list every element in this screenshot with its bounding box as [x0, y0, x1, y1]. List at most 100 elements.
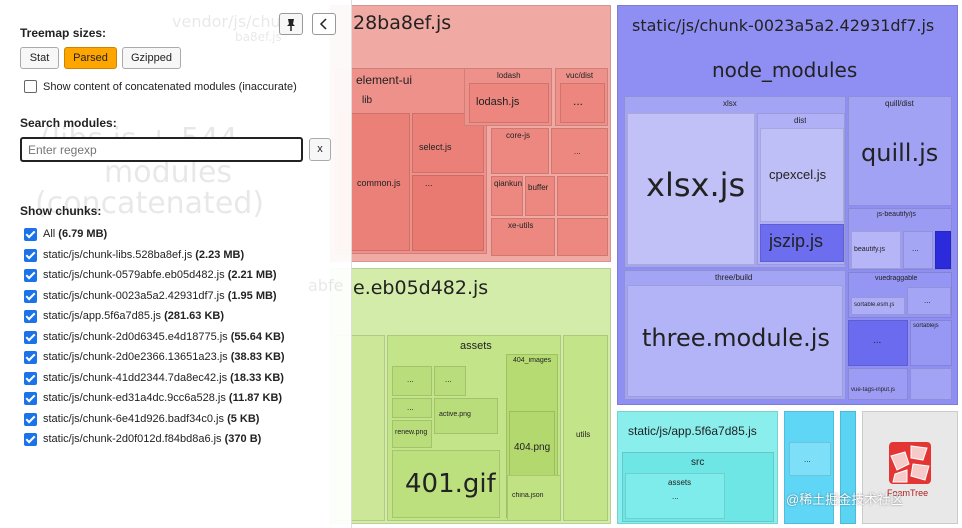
foamtree-logo-icon — [889, 442, 931, 484]
vuedraggable-cell[interactable]: vuedraggable sortable.esm.js ... — [848, 272, 952, 318]
concat-modules-checkbox[interactable] — [24, 80, 37, 93]
chunk-checkbox[interactable] — [24, 289, 37, 303]
vuc-dist-file-cell[interactable]: ... — [560, 83, 605, 123]
libs-small-cell[interactable]: ... — [551, 128, 608, 174]
xlsx-cell[interactable]: xlsx xlsx.js dist cpexcel.js jszip.js — [624, 96, 846, 268]
qiankun-cell[interactable]: qiankun — [491, 176, 523, 216]
sortable-b-cell[interactable]: ... — [907, 287, 951, 315]
chunk-0579-cell[interactable]: e.eb05d482.js assets ... ... active.png … — [330, 268, 611, 524]
china-json-cell[interactable]: china.json — [507, 475, 561, 521]
chunk-size: (1.95 MB) — [227, 289, 277, 302]
xlsx-js-cell[interactable]: xlsx.js — [627, 113, 755, 265]
quill-js-label: quill.js — [861, 139, 939, 167]
quill-dist-cell[interactable]: quill/dist quill.js — [848, 96, 952, 206]
chunk-size: (370 B) — [224, 433, 262, 445]
chunk-size: (18.33 KB) — [230, 371, 284, 384]
cpexcel-cell[interactable]: cpexcel.js — [760, 128, 844, 222]
chunk-checkbox[interactable] — [24, 310, 37, 323]
concat-modules-label: Show content of concatenated modules (in… — [43, 81, 297, 93]
lodash-js-cell[interactable]: lodash.js — [469, 83, 549, 123]
lodash-cell[interactable]: lodash lodash.js — [464, 68, 552, 126]
app-title: static/js/app.5f6a7d85.js — [628, 424, 757, 438]
ghost-text: ba8ef.js — [235, 30, 282, 44]
active-png-cell[interactable]: active.png — [434, 398, 498, 434]
asset-a-cell[interactable]: ... — [392, 366, 432, 396]
beautify-js-cell[interactable]: beautify.js — [851, 231, 901, 269]
chunk-checkbox[interactable] — [24, 433, 37, 446]
chunk-checkbox[interactable] — [24, 248, 37, 262]
node-misc2-cell[interactable] — [910, 368, 952, 400]
chunk-libs-title: 28ba8ef.js — [353, 12, 452, 34]
gif-401-label: 401.gif — [405, 469, 496, 499]
core-js-cell[interactable]: core-js — [491, 128, 549, 174]
js-beautify-cell[interactable]: js-beautify/js beautify.js ... — [848, 208, 952, 270]
pin-icon — [287, 19, 295, 31]
gif-401-cell[interactable]: 401.gif — [392, 450, 500, 518]
foamtree-logo-text: FoamTree — [887, 488, 929, 498]
app-cell[interactable]: static/js/app.5f6a7d85.js src assets ... — [617, 411, 778, 524]
chunk-name: static/js/app.5f6a7d85.js — [43, 310, 162, 322]
chunk-name: static/js/chunk-2d0e2366.13651a23.js — [43, 351, 228, 363]
libs-tail-cell[interactable] — [557, 176, 608, 216]
chunk-name: static/js/chunk-6e41d926.badf34c0.js — [43, 412, 225, 425]
three-module-cell[interactable]: three.module.js — [627, 285, 843, 397]
chunk-size: (5 KB) — [227, 412, 260, 425]
chunk-name: static/js/chunk-ed31a4dc.9cc6a528.js — [43, 392, 226, 404]
node-misc-cell[interactable]: ... — [848, 320, 908, 366]
chunk-name: static/js/chunk-41dd2344.7da8ec42.js — [43, 371, 228, 384]
chunk-checkbox[interactable] — [24, 351, 37, 364]
renew-png-cell[interactable]: renew.png — [392, 420, 432, 448]
ghost-text: vendor/js/chu — [172, 12, 281, 31]
beautify-b-cell[interactable]: ... — [903, 231, 933, 269]
size-parsed-button[interactable]: Parsed — [64, 47, 117, 69]
jszip-cell[interactable]: jszip.js — [760, 224, 844, 262]
sidebar: vendor/js/chu ba8ef.js (libs.js + 544 mo… — [0, 0, 352, 528]
chunk-libs-cell[interactable]: 28ba8ef.js element-ui lib common.js sele… — [330, 5, 611, 262]
app-assets-cell[interactable]: assets ... — [625, 473, 725, 519]
chunk-checkbox[interactable] — [24, 330, 37, 344]
beautify-c-cell[interactable] — [935, 231, 951, 269]
three-build-cell[interactable]: three/build three.module.js — [624, 270, 846, 400]
ghost-text: abfe — [308, 276, 344, 295]
chunk-2d0e2366-cell[interactable] — [840, 411, 856, 524]
treemap-sizes-label: Treemap sizes: — [20, 26, 107, 40]
libs-misc-cell[interactable]: ... — [412, 175, 484, 251]
size-gzipped-button[interactable]: Gzipped — [122, 47, 181, 69]
xe-utils-cell[interactable]: xe-utils — [491, 218, 555, 256]
chunk-size: (55.64 KB) — [230, 330, 285, 343]
buffer-cell[interactable]: buffer — [525, 176, 555, 216]
xlsx-js-label: xlsx.js — [646, 166, 746, 204]
utils-cell[interactable]: utils — [563, 335, 608, 521]
asset-c-cell[interactable]: ... — [392, 398, 432, 418]
chunk-checkbox[interactable] — [24, 412, 37, 426]
vuc-dist-cell[interactable]: vuc/dist ... — [555, 68, 608, 126]
search-modules-label: Search modules: — [20, 116, 117, 130]
chunk-0023-title: static/js/chunk-0023a5a2.42931df7.js — [632, 16, 935, 35]
asset-b-cell[interactable]: ... — [434, 366, 466, 396]
chunk-small-cell[interactable]: FoamTree — [862, 411, 958, 524]
chunk-size: (281.63 KB) — [164, 310, 225, 322]
size-stat-button[interactable]: Stat — [20, 47, 59, 69]
chunk-size: (2.21 MB) — [227, 269, 277, 281]
collapse-sidebar-button[interactable] — [312, 13, 336, 35]
sortable-esm-cell[interactable]: sortable.esm.js — [851, 297, 905, 315]
vue-tags-cell[interactable]: vue-tags-input.js — [848, 368, 908, 400]
chunk-2d0d6345-cell[interactable]: ... — [784, 411, 834, 524]
chunk-checkbox[interactable] — [24, 269, 37, 282]
app-src-cell[interactable]: src assets ... — [622, 452, 774, 522]
chunk-0023-cell[interactable]: static/js/chunk-0023a5a2.42931df7.js nod… — [617, 5, 958, 405]
sortablejs-cell[interactable]: sortablejs — [910, 320, 952, 366]
libs-tail2-cell[interactable] — [557, 218, 608, 256]
dist-cell[interactable]: dist cpexcel.js jszip.js — [757, 113, 845, 265]
chunk-checkbox[interactable] — [24, 392, 37, 405]
chevron-left-icon — [319, 18, 327, 30]
chunk-name: static/js/chunk-libs.528ba8ef.js — [43, 248, 193, 261]
chunk-checkbox[interactable] — [24, 371, 37, 385]
clear-search-button[interactable]: x — [309, 138, 331, 161]
chunk-name: static/js/chunk-0579abfe.eb05d482.js — [43, 269, 225, 281]
search-input[interactable] — [20, 137, 303, 162]
chunk-2d0d6345-inner[interactable]: ... — [789, 442, 831, 476]
chunk-checkbox[interactable] — [24, 228, 37, 241]
pin-button[interactable] — [279, 13, 303, 35]
chunk-name: static/js/chunk-2d0d6345.e4d18775.js — [43, 330, 228, 343]
